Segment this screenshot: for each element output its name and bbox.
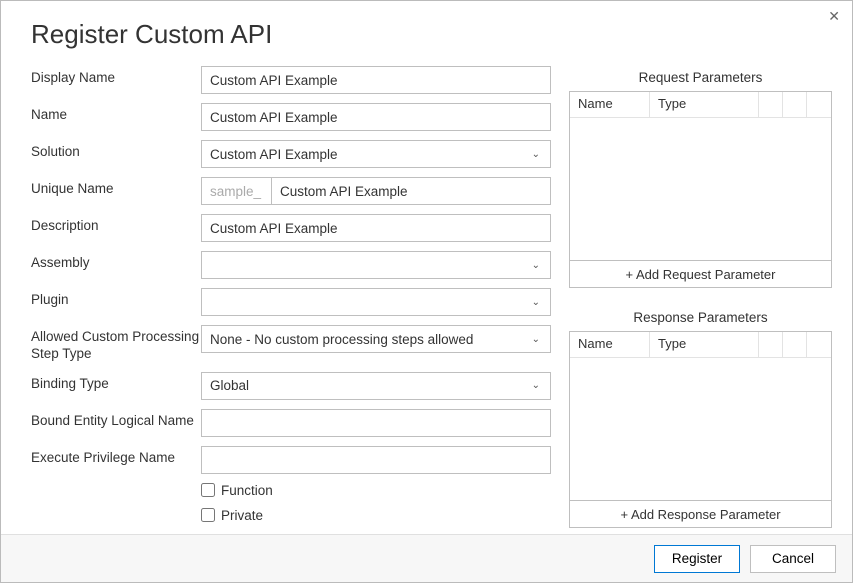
binding-type-label: Binding Type: [31, 372, 201, 393]
add-request-parameter-button[interactable]: + Add Request Parameter: [569, 260, 832, 288]
private-checkbox[interactable]: [201, 508, 215, 522]
execute-priv-label: Execute Privilege Name: [31, 446, 201, 467]
response-col-spacer2: [783, 332, 807, 357]
cancel-button[interactable]: Cancel: [750, 545, 836, 573]
binding-type-value: Global: [210, 378, 530, 393]
display-name-input[interactable]: [201, 66, 551, 94]
parameters-column: Request Parameters Name Type + Add Reque…: [569, 66, 832, 534]
close-icon[interactable]: ✕: [828, 9, 840, 23]
request-col-name: Name: [570, 92, 650, 117]
plugin-label: Plugin: [31, 288, 201, 309]
private-checkbox-label: Private: [221, 508, 263, 523]
description-label: Description: [31, 214, 201, 235]
function-checkbox-label: Function: [221, 483, 273, 498]
function-checkbox[interactable]: [201, 483, 215, 497]
response-params-box: Name Type: [569, 331, 832, 501]
request-col-spacer1: [759, 92, 783, 117]
chevron-down-icon: ⌄: [530, 260, 542, 271]
dialog-content: Display Name Name Solution Custom API Ex…: [1, 60, 852, 534]
chevron-down-icon: ⌄: [530, 149, 542, 160]
dialog-footer: Register Cancel: [1, 534, 852, 582]
request-col-type: Type: [650, 92, 759, 117]
description-input[interactable]: [201, 214, 551, 242]
request-params-body: [570, 118, 831, 260]
bound-entity-label: Bound Entity Logical Name: [31, 409, 201, 430]
unique-name-input[interactable]: [272, 178, 550, 204]
response-params-body: [570, 358, 831, 500]
chevron-down-icon: ⌄: [530, 334, 542, 345]
unique-name-label: Unique Name: [31, 177, 201, 198]
form-column: Display Name Name Solution Custom API Ex…: [31, 66, 551, 534]
plugin-select[interactable]: ⌄: [201, 288, 551, 316]
request-params-title: Request Parameters: [569, 70, 832, 85]
response-col-name: Name: [570, 332, 650, 357]
assembly-select[interactable]: ⌄: [201, 251, 551, 279]
allowed-custom-select[interactable]: None - No custom processing steps allowe…: [201, 325, 551, 353]
request-col-spacer3: [807, 92, 831, 117]
request-params-box: Name Type: [569, 91, 832, 261]
register-button[interactable]: Register: [654, 545, 740, 573]
request-params-header: Name Type: [570, 92, 831, 118]
solution-value: Custom API Example: [210, 147, 530, 162]
dialog-title: Register Custom API: [31, 19, 822, 50]
solution-label: Solution: [31, 140, 201, 161]
name-input[interactable]: [201, 103, 551, 131]
dialog-header: Register Custom API: [1, 1, 852, 60]
add-response-parameter-button[interactable]: + Add Response Parameter: [569, 500, 832, 528]
allowed-custom-label: Allowed Custom Processing Step Type: [31, 325, 201, 363]
chevron-down-icon: ⌄: [530, 297, 542, 308]
response-params-header: Name Type: [570, 332, 831, 358]
assembly-label: Assembly: [31, 251, 201, 272]
bound-entity-input[interactable]: [201, 409, 551, 437]
response-col-type: Type: [650, 332, 759, 357]
solution-select[interactable]: Custom API Example ⌄: [201, 140, 551, 168]
unique-name-prefix: sample_: [202, 178, 272, 204]
response-params-title: Response Parameters: [569, 310, 832, 325]
allowed-custom-value: None - No custom processing steps allowe…: [210, 332, 530, 347]
unique-name-field: sample_: [201, 177, 551, 205]
execute-priv-input[interactable]: [201, 446, 551, 474]
name-label: Name: [31, 103, 201, 124]
request-col-spacer2: [783, 92, 807, 117]
response-col-spacer1: [759, 332, 783, 357]
response-col-spacer3: [807, 332, 831, 357]
register-custom-api-dialog: ✕ Register Custom API Display Name Name …: [0, 0, 853, 583]
display-name-label: Display Name: [31, 66, 201, 87]
chevron-down-icon: ⌄: [530, 380, 542, 391]
binding-type-select[interactable]: Global ⌄: [201, 372, 551, 400]
